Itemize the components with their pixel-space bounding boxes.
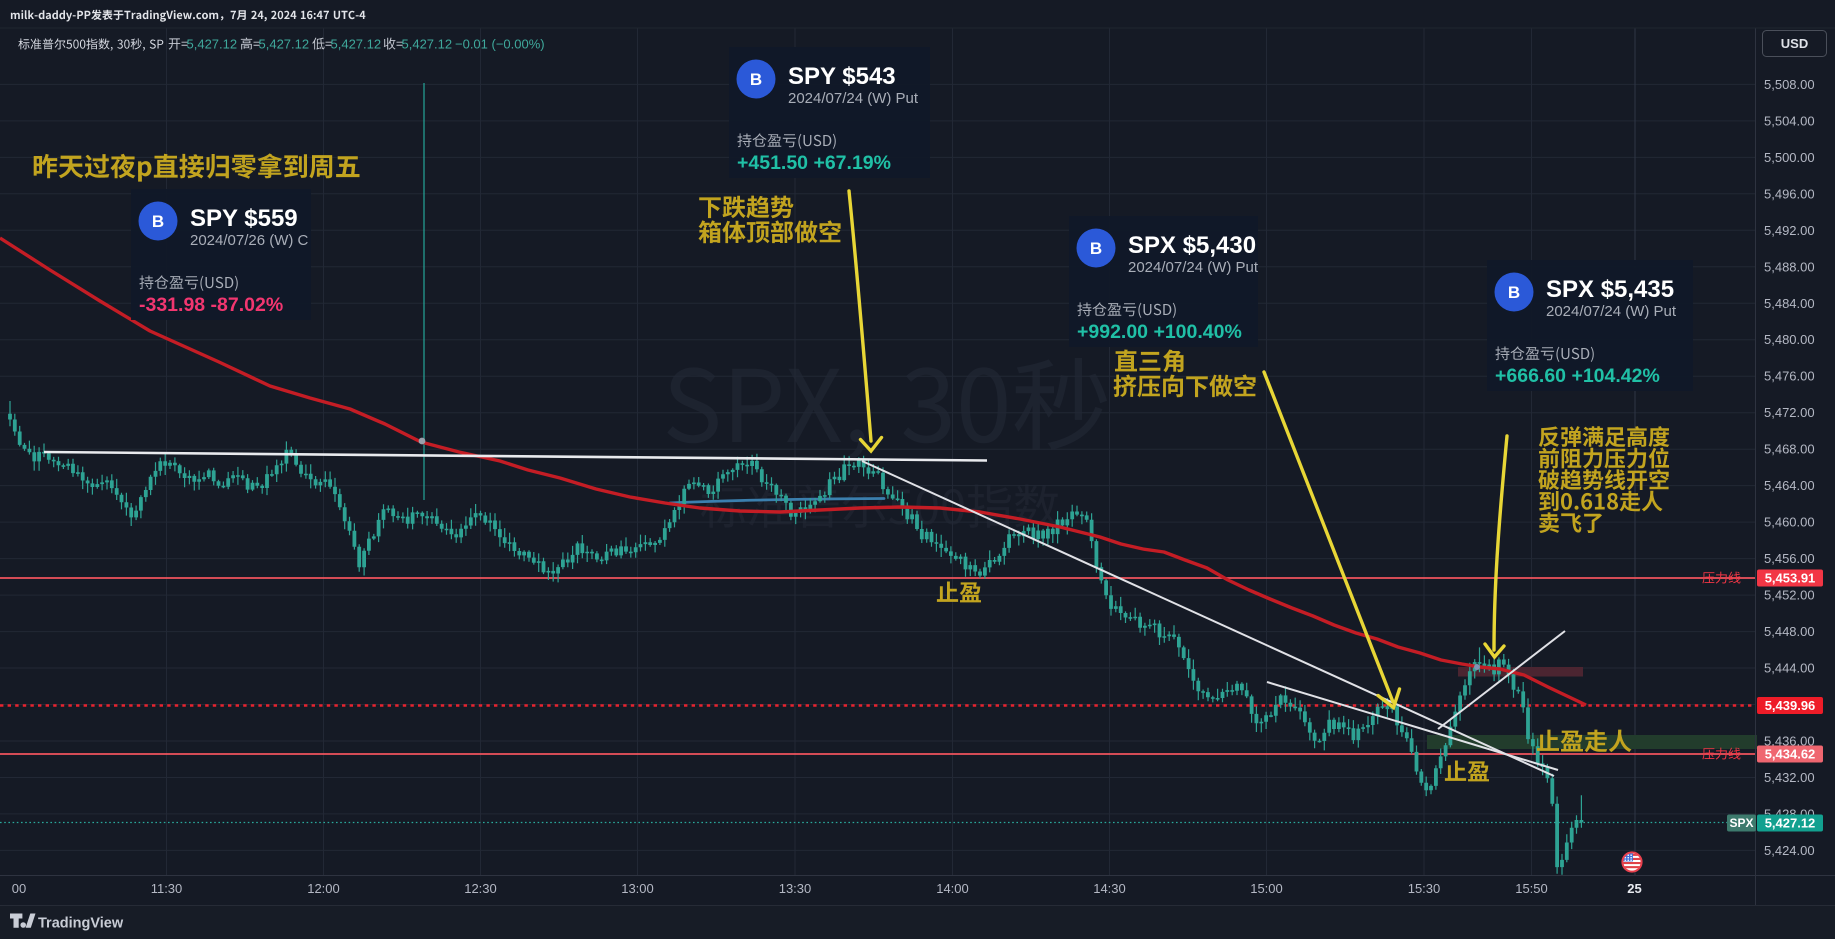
svg-text:11:30: 11:30: [151, 881, 183, 896]
svg-text:5,432.00: 5,432.00: [1764, 770, 1815, 785]
svg-text:5,472.00: 5,472.00: [1764, 405, 1815, 420]
svg-text:+451.50 +67.19%: +451.50 +67.19%: [737, 152, 891, 174]
svg-text:-331.98 -87.02%: -331.98 -87.02%: [139, 294, 283, 316]
svg-text:12:30: 12:30: [464, 881, 497, 896]
svg-text:5,427.12: 5,427.12: [259, 37, 310, 52]
svg-text:5,444.00: 5,444.00: [1764, 661, 1815, 676]
svg-text:5,439.96: 5,439.96: [1765, 698, 1816, 713]
svg-text:5,427.12: 5,427.12: [331, 37, 382, 52]
svg-text:+992.00 +100.40%: +992.00 +100.40%: [1077, 321, 1242, 343]
svg-text:SPX $5,435: SPX $5,435: [1546, 276, 1674, 303]
svg-text:14:00: 14:00: [936, 881, 969, 896]
svg-text:14:30: 14:30: [1093, 881, 1126, 896]
svg-text:13:30: 13:30: [779, 881, 812, 896]
svg-text:00: 00: [12, 881, 26, 896]
svg-text:25: 25: [1627, 881, 1641, 896]
svg-text:B: B: [152, 212, 164, 231]
svg-text:B: B: [1090, 239, 1102, 258]
svg-text:13:00: 13:00: [621, 881, 654, 896]
svg-text:2024/07/24 (W) Put: 2024/07/24 (W) Put: [1128, 259, 1259, 276]
svg-text:5,500.00: 5,500.00: [1764, 150, 1815, 165]
svg-text:2024/07/24 (W) Put: 2024/07/24 (W) Put: [1546, 303, 1677, 320]
svg-text:5,488.00: 5,488.00: [1764, 259, 1815, 274]
svg-text:−0.01 (−0.00%): −0.01 (−0.00%): [455, 37, 545, 52]
svg-text:5,480.00: 5,480.00: [1764, 332, 1815, 347]
svg-text:TradingView: TradingView: [38, 916, 124, 932]
svg-text:2024/07/24 (W) Put: 2024/07/24 (W) Put: [788, 90, 919, 107]
svg-text:5,427.12: 5,427.12: [187, 37, 238, 52]
svg-text:5,427.12: 5,427.12: [402, 37, 453, 52]
svg-text:15:30: 15:30: [1408, 881, 1441, 896]
svg-text:B: B: [750, 70, 762, 89]
svg-text:5,424.00: 5,424.00: [1764, 843, 1815, 858]
svg-text:SPY $543: SPY $543: [788, 63, 896, 90]
svg-text:5,453.91: 5,453.91: [1765, 571, 1816, 586]
svg-text:5,464.00: 5,464.00: [1764, 478, 1815, 493]
svg-text:2024/07/26 (W) C: 2024/07/26 (W) C: [190, 232, 309, 249]
svg-text:+666.60 +104.42%: +666.60 +104.42%: [1495, 365, 1660, 387]
svg-text:SPX: SPX: [1729, 816, 1753, 830]
svg-text:5,427.12: 5,427.12: [1765, 816, 1816, 831]
svg-text:B: B: [1508, 283, 1520, 302]
svg-text:15:50: 15:50: [1515, 881, 1548, 896]
svg-text:5,434.62: 5,434.62: [1765, 747, 1816, 762]
svg-text:5,456.00: 5,456.00: [1764, 551, 1815, 566]
svg-text:5,508.00: 5,508.00: [1764, 77, 1815, 92]
svg-text:5,476.00: 5,476.00: [1764, 369, 1815, 384]
svg-text:5,492.00: 5,492.00: [1764, 223, 1815, 238]
svg-text:5,448.00: 5,448.00: [1764, 624, 1815, 639]
svg-text:SPY $559: SPY $559: [190, 205, 298, 232]
svg-text:5,460.00: 5,460.00: [1764, 515, 1815, 530]
svg-text:5,452.00: 5,452.00: [1764, 588, 1815, 603]
svg-text:12:00: 12:00: [307, 881, 340, 896]
svg-text:5,468.00: 5,468.00: [1764, 442, 1815, 457]
svg-text:SPX $5,430: SPX $5,430: [1128, 232, 1256, 259]
svg-text:USD: USD: [1781, 36, 1808, 51]
svg-text:5,504.00: 5,504.00: [1764, 113, 1815, 128]
svg-text:15:00: 15:00: [1250, 881, 1283, 896]
svg-text:5,436.00: 5,436.00: [1764, 734, 1815, 749]
svg-text:5,484.00: 5,484.00: [1764, 296, 1815, 311]
svg-text:5,496.00: 5,496.00: [1764, 186, 1815, 201]
